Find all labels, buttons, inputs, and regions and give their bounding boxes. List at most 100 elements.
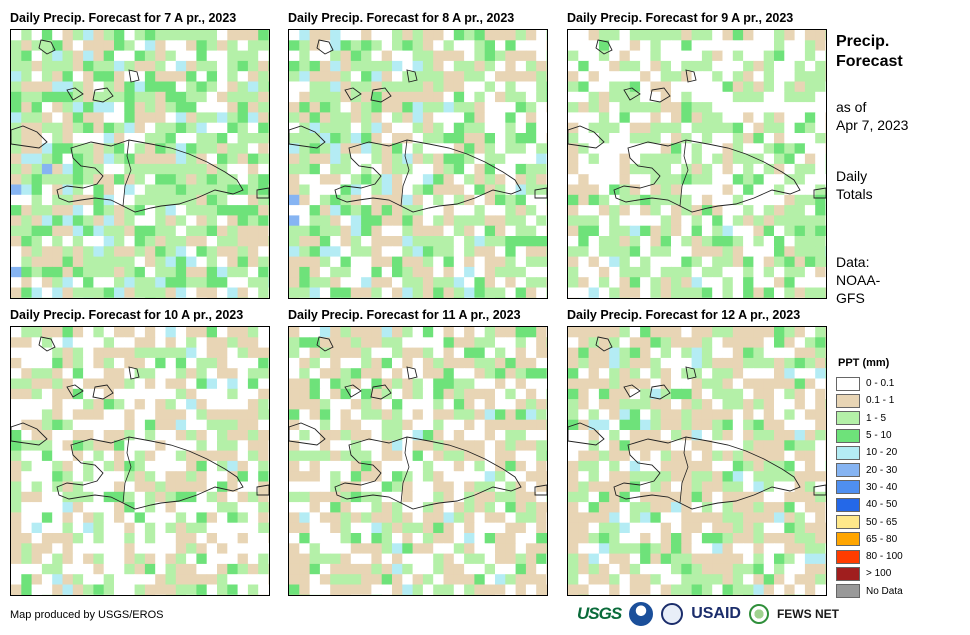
precip-cell [62,266,74,278]
precip-cell [155,60,166,72]
precip-cell [289,584,300,595]
precip-cell [515,553,527,565]
precip-cell [588,266,600,278]
precip-cell [825,460,826,472]
precip-cell [722,553,734,565]
precip-cell [763,533,775,544]
precip-cell [732,450,744,462]
precip-cell [433,327,444,338]
precip-cell [217,246,228,258]
precip-cell [640,112,651,124]
precip-cell [691,563,703,575]
precip-cell [691,357,703,369]
precip-cell [495,327,506,338]
precip-cell [609,409,620,421]
precip-cell [206,91,218,103]
precip-cell [629,502,641,513]
precip-cell [701,133,713,144]
precip-cell [774,91,785,103]
precip-cell [155,419,166,431]
precip-cell [340,491,352,503]
precip-cell [578,584,590,595]
precip-cell [350,522,362,534]
precip-cell [402,553,414,565]
precip-cell [712,584,723,595]
precip-cell [206,122,218,134]
precip-cell [495,112,506,124]
precip-cell [701,522,713,534]
precip-cell [124,50,136,62]
precip-cell [258,491,269,503]
precip-cell [299,440,311,452]
precip-cell [804,225,816,237]
precip-cell [629,574,641,585]
precip-cell [453,143,465,155]
coastline-outline [685,69,697,83]
precip-cell [671,522,682,534]
precip-cell [83,287,94,298]
precip-cell [175,246,187,258]
precip-cell [660,91,672,103]
precip-cell [660,205,672,216]
precip-cell [237,153,249,165]
precip-cell [134,522,146,534]
precip-cell [412,574,424,585]
precip-cell [93,236,105,247]
precip-cell [289,256,300,268]
precip-cell [443,287,455,298]
precip-cell [93,246,105,258]
precip-cell [412,388,424,400]
precip-cell [62,409,74,421]
precip-cell [712,91,723,103]
precip-cell [289,153,300,165]
precip-cell [753,30,765,41]
precip-cell [650,266,662,278]
precip-cell [588,71,600,82]
precip-cell [83,174,94,185]
precip-cell [155,502,166,513]
precip-cell [247,184,259,196]
precip-cell [299,337,311,349]
precip-cell [83,163,94,175]
precip-cell [701,388,713,400]
coastline-outline [813,484,826,496]
precip-cell [609,91,620,103]
precip-cell [350,512,362,524]
precip-cell [340,81,352,93]
precip-cell [134,112,146,124]
precip-cell [11,368,22,379]
precip-cell [671,327,682,338]
precip-cell [103,337,115,349]
precip-cell [484,287,496,298]
precip-cell [299,205,311,216]
precip-cell [72,277,84,288]
precip-cell [412,60,424,72]
precip-cell [825,91,826,103]
precip-cell [93,40,105,52]
precip-cell [175,563,187,575]
precip-cell [165,430,177,441]
precip-cell [815,205,826,216]
usaid-seal-icon [661,603,684,625]
precip-cell [515,584,527,595]
precip-cell [784,122,796,134]
precip-cell [206,205,218,216]
precip-cell [340,419,352,431]
precip-cell [299,430,311,441]
precip-cell [309,133,321,144]
precip-cell [392,174,403,185]
precip-cell [392,440,403,452]
precip-cell [588,246,600,258]
precip-cell [361,533,372,544]
precip-cell [681,512,693,524]
precip-cell [258,102,269,113]
precip-cell [330,277,341,288]
precip-cell [155,287,166,298]
precip-cell [350,450,362,462]
precip-cell [588,205,600,216]
precip-cell [217,563,228,575]
precip-cell [743,409,754,421]
precip-cell [794,471,806,482]
precip-cell [825,522,826,534]
precip-cell [433,337,444,349]
